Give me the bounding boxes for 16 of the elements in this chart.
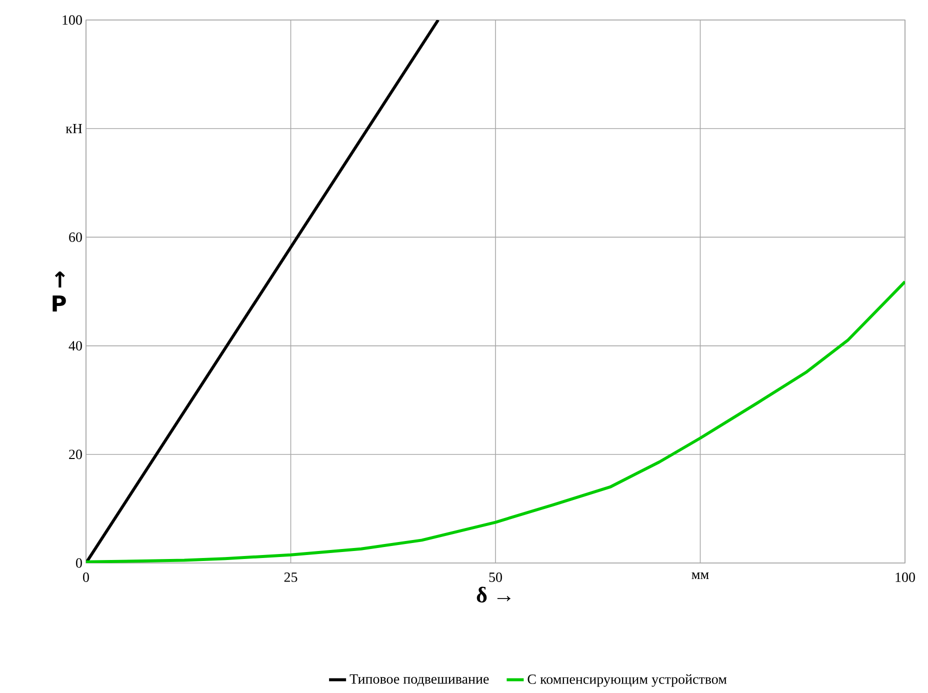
line-series bbox=[86, 280, 906, 563]
y-tick-label: 60 bbox=[69, 232, 82, 242]
y-tick-label: 20 bbox=[69, 450, 82, 460]
x-tick-label: 25 bbox=[284, 572, 298, 582]
y-axis-title: ↑ P bbox=[52, 271, 66, 312]
y-tick-label: 0 bbox=[76, 558, 82, 568]
x-tick-label: 50 bbox=[489, 572, 502, 582]
y-tick-label: 40 bbox=[68, 341, 82, 351]
x-tick-label: мм bbox=[692, 572, 709, 579]
x-tick-label: 100 bbox=[896, 572, 915, 582]
legend-label: Типовое подвешивание bbox=[350, 674, 489, 686]
x-tick-label: 0 bbox=[83, 572, 89, 582]
legend-label: С компенсирующим устройством bbox=[528, 674, 727, 687]
y-tick-label: кН bbox=[66, 124, 82, 134]
x-axis-title: δ → bbox=[476, 586, 510, 603]
y-tick-label: 100 bbox=[62, 15, 82, 25]
